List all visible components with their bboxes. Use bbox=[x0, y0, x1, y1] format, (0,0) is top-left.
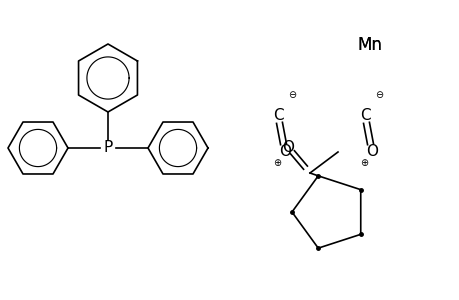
Text: $\oplus$: $\oplus$ bbox=[359, 157, 369, 167]
Text: Mn: Mn bbox=[357, 36, 381, 54]
Text: C: C bbox=[359, 107, 369, 122]
Text: Mn: Mn bbox=[357, 36, 381, 54]
Text: $\oplus$: $\oplus$ bbox=[273, 157, 282, 167]
Text: O: O bbox=[365, 145, 377, 160]
Text: P: P bbox=[103, 140, 112, 155]
Text: $\ominus$: $\ominus$ bbox=[288, 89, 297, 100]
Text: O: O bbox=[281, 140, 293, 154]
Text: O: O bbox=[279, 145, 291, 160]
Text: C: C bbox=[272, 107, 283, 122]
Text: $\ominus$: $\ominus$ bbox=[375, 89, 384, 100]
